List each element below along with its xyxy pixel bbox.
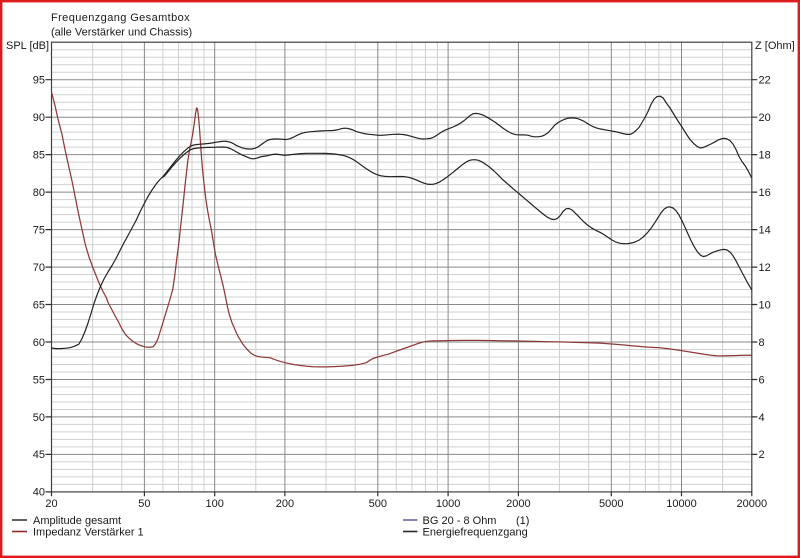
svg-text:55: 55	[33, 374, 45, 386]
svg-text:45: 45	[33, 449, 45, 461]
svg-text:65: 65	[33, 299, 45, 311]
svg-text:BG 20 - 8 Ohm: BG 20 - 8 Ohm	[423, 515, 497, 527]
svg-text:8: 8	[759, 337, 765, 349]
svg-text:6: 6	[759, 374, 765, 386]
svg-text:50: 50	[138, 498, 150, 510]
svg-text:Impedanz Verstärker 1: Impedanz Verstärker 1	[33, 526, 144, 538]
svg-text:(alle Verstärker und Chassis): (alle Verstärker und Chassis)	[51, 27, 192, 39]
svg-text:60: 60	[33, 337, 45, 349]
svg-text:50: 50	[33, 412, 45, 424]
svg-text:Z [Ohm]: Z [Ohm]	[755, 40, 795, 52]
svg-text:10: 10	[759, 299, 771, 311]
svg-text:200: 200	[276, 498, 294, 510]
svg-text:4: 4	[759, 412, 765, 424]
svg-text:Amplitude gesamt: Amplitude gesamt	[33, 515, 121, 527]
svg-text:95: 95	[33, 75, 45, 87]
svg-text:16: 16	[759, 187, 771, 199]
svg-text:2: 2	[759, 449, 765, 461]
svg-text:5000: 5000	[599, 498, 623, 510]
svg-text:SPL [dB]: SPL [dB]	[6, 40, 49, 52]
svg-text:70: 70	[33, 262, 45, 274]
svg-text:Frequenzgang Gesamtbox: Frequenzgang Gesamtbox	[51, 12, 190, 24]
svg-text:40: 40	[33, 487, 45, 499]
svg-text:80: 80	[33, 187, 45, 199]
svg-text:Energiefrequenzgang: Energiefrequenzgang	[423, 526, 528, 538]
svg-text:14: 14	[759, 224, 771, 236]
svg-text:1000: 1000	[436, 498, 460, 510]
svg-text:10000: 10000	[666, 498, 697, 510]
svg-text:20000: 20000	[737, 498, 768, 510]
svg-text:20: 20	[759, 112, 771, 124]
svg-text:20: 20	[45, 498, 57, 510]
svg-text:75: 75	[33, 224, 45, 236]
svg-text:22: 22	[759, 75, 771, 87]
svg-text:85: 85	[33, 149, 45, 161]
svg-text:12: 12	[759, 262, 771, 274]
svg-text:100: 100	[206, 498, 224, 510]
svg-text:(1): (1)	[516, 515, 529, 527]
svg-text:90: 90	[33, 112, 45, 124]
svg-text:18: 18	[759, 149, 771, 161]
svg-text:2000: 2000	[506, 498, 530, 510]
svg-text:500: 500	[369, 498, 387, 510]
